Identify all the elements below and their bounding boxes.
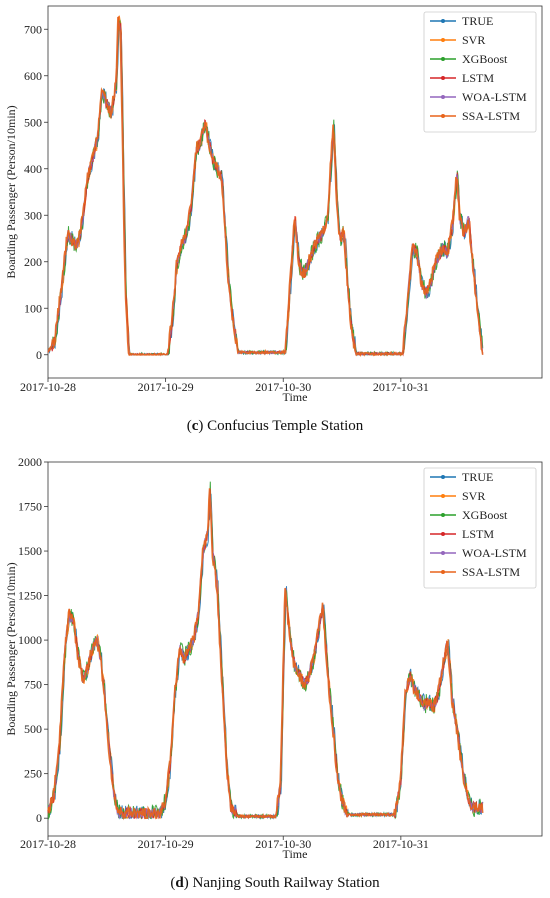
y-tick-label: 0 xyxy=(36,811,42,825)
series-line xyxy=(47,16,484,357)
chart-nanjing-south: 0 250 500 750 1000 1250 1500 1750 2000 2017-10-28… xyxy=(4,455,543,861)
chart-confucius-temple: 0 100 200 300 400 500 600 700 2017-10-28 2017-10-… xyxy=(4,5,543,404)
legend-label: TRUE xyxy=(462,14,493,28)
legend-marker xyxy=(441,19,445,23)
y-axis-label: Boarding Passenger (Person/10min) xyxy=(4,105,18,278)
y-tick-label: 1750 xyxy=(18,500,42,514)
x-tick-label: 2017-10-30 xyxy=(255,380,311,394)
legend-marker xyxy=(441,532,445,536)
plot-area: 0 100 200 300 400 500 600 700 2017-10-28 2017-10-… xyxy=(4,5,543,404)
x-tick-label: 2017-10-28 xyxy=(20,380,76,394)
y-tick-label: 700 xyxy=(24,22,42,36)
x-axis-label: Time xyxy=(283,390,308,404)
y-tick-label: 1000 xyxy=(18,633,42,647)
series-line xyxy=(47,488,484,821)
legend-marker xyxy=(441,114,445,118)
x-tick-label: 2017-10-29 xyxy=(138,837,194,851)
y-tick-label: 1500 xyxy=(18,544,42,558)
y-tick-label: 100 xyxy=(24,301,42,315)
legend-label: WOA-LSTM xyxy=(462,546,527,560)
legend-label: SVR xyxy=(462,33,485,47)
y-tick-label: 0 xyxy=(36,348,42,362)
y-tick-label: 750 xyxy=(24,678,42,692)
legend-marker xyxy=(441,475,445,479)
y-tick-label: 250 xyxy=(24,767,42,781)
legend-box xyxy=(423,11,537,133)
caption-text: Confucius Temple Station xyxy=(203,418,364,434)
x-tick-label: 2017-10-31 xyxy=(373,837,429,851)
legend-label: LSTM xyxy=(462,527,494,541)
caption-c: (c) Confucius Temple Station xyxy=(186,418,364,434)
y-tick-label: 500 xyxy=(24,722,42,736)
legend-label: SSA-LSTM xyxy=(462,109,520,123)
caption-letter: c xyxy=(191,418,199,434)
plot-area: 0 250 500 750 1000 1250 1500 1750 2000 2017-10-28… xyxy=(4,455,543,861)
legend-label: SVR xyxy=(462,489,485,503)
legend-label: LSTM xyxy=(462,71,494,85)
x-tick-label: 2017-10-31 xyxy=(373,380,429,394)
legend-marker xyxy=(441,570,445,574)
y-tick-label: 500 xyxy=(24,115,42,129)
legend-label: SSA-LSTM xyxy=(462,565,520,579)
y-tick-label: 1250 xyxy=(18,589,42,603)
y-tick-label: 200 xyxy=(24,255,42,269)
legend-marker xyxy=(441,95,445,99)
y-axis-label: Boarding Passenger (Person/10min) xyxy=(4,562,18,735)
y-tick-label: 2000 xyxy=(18,455,42,469)
y-tick-label: 600 xyxy=(24,69,42,83)
x-tick-label: 2017-10-28 xyxy=(20,837,76,851)
x-tick-label: 2017-10-30 xyxy=(255,837,311,851)
y-tick-label: 400 xyxy=(24,162,42,176)
legend-marker xyxy=(441,551,445,555)
x-tick-label: 2017-10-29 xyxy=(138,380,194,394)
legend-marker xyxy=(441,494,445,498)
legend-label: WOA-LSTM xyxy=(462,90,527,104)
legend-box xyxy=(423,467,537,589)
legend-label: XGBoost xyxy=(462,52,508,66)
legend-marker xyxy=(441,76,445,80)
x-axis-label: Time xyxy=(283,847,308,861)
legend-marker xyxy=(441,57,445,61)
legend-marker xyxy=(441,38,445,42)
caption-d: (d) Nanjing South Railway Station xyxy=(170,875,380,891)
legend-label: XGBoost xyxy=(462,508,508,522)
legend-label: TRUE xyxy=(462,470,493,484)
caption-text: Nanjing South Railway Station xyxy=(188,875,380,891)
legend-marker xyxy=(441,513,445,517)
y-tick-label: 300 xyxy=(24,208,42,222)
caption-letter: d xyxy=(175,875,184,891)
